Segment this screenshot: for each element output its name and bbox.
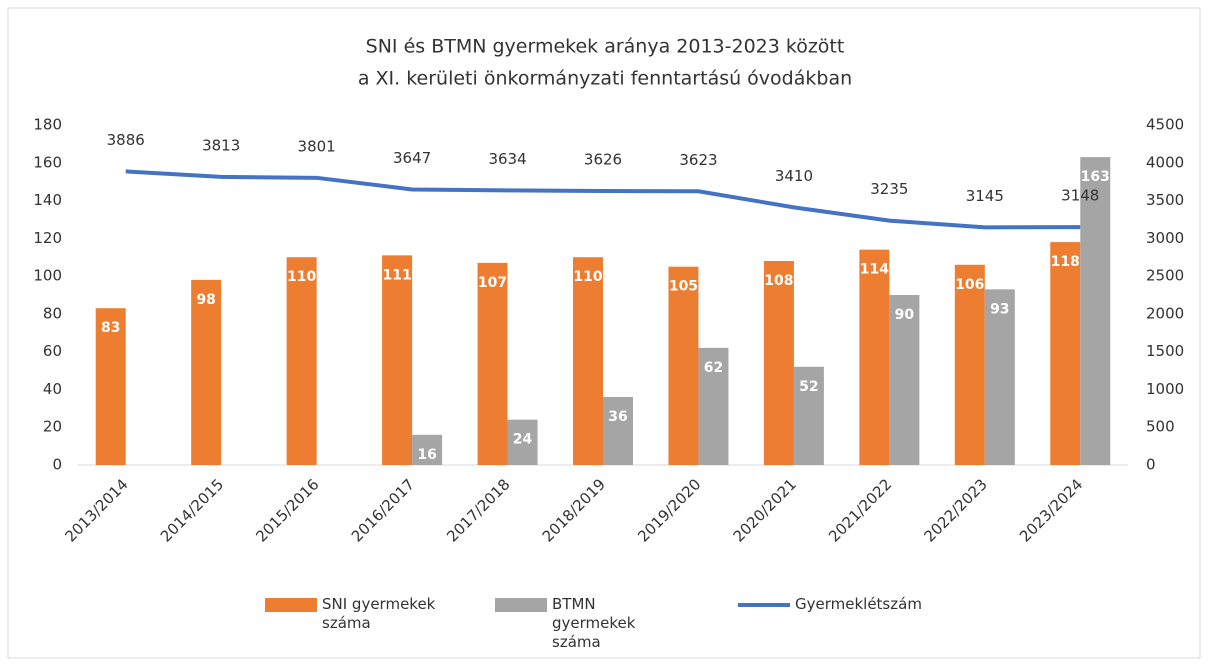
- legend-label: SNI gyermekek száma: [322, 595, 436, 632]
- legend-label: BTMN gyermekek száma: [552, 595, 636, 651]
- y2-tick-label: 500: [1146, 418, 1175, 436]
- line-label: 3145: [966, 187, 1004, 205]
- bar: [984, 289, 1015, 465]
- bar: [698, 347, 729, 465]
- bar-label: 24: [513, 432, 533, 448]
- line-label: 3813: [202, 136, 240, 154]
- y-tick-label: 120: [33, 229, 62, 247]
- bar-label: 36: [608, 409, 627, 425]
- bar-label: 114: [860, 262, 889, 278]
- line-label: 3410: [775, 167, 813, 185]
- bar: [889, 295, 920, 465]
- bar-label: 106: [955, 277, 984, 293]
- y-tick-label: 100: [33, 267, 62, 285]
- y-tick-label: 80: [43, 304, 62, 322]
- line: [125, 169, 1081, 230]
- line-label: 3801: [298, 137, 336, 155]
- bar-label: 108: [764, 273, 793, 289]
- bar: [603, 397, 633, 465]
- bar-label: 62: [704, 360, 723, 376]
- line-label: 3634: [488, 150, 526, 168]
- y2-tick-label: 2000: [1146, 304, 1184, 322]
- y2-tick-label: 1000: [1146, 380, 1184, 398]
- line-label: 3626: [584, 151, 622, 169]
- line-label: 3886: [107, 131, 145, 149]
- bar-label: 16: [417, 447, 436, 463]
- y2-tick-label: 3000: [1146, 229, 1184, 247]
- line-label: 3623: [679, 151, 717, 169]
- bar-label: 110: [573, 269, 602, 285]
- bar: [412, 434, 443, 465]
- y2-tick-label: 0: [1146, 456, 1156, 474]
- bar: [191, 279, 222, 465]
- bar-label: 52: [799, 379, 818, 395]
- legend-label: Gyermeklétszám: [795, 595, 922, 613]
- y-tick-label: 60: [43, 342, 62, 360]
- y-tick-label: 0: [52, 456, 62, 474]
- line-label: 3148: [1061, 187, 1099, 205]
- bar-label: 107: [478, 275, 507, 291]
- y-tick-label: 40: [43, 380, 62, 398]
- y-tick-label: 20: [43, 418, 62, 436]
- bar: [382, 255, 413, 465]
- chart-border: [7, 7, 1201, 659]
- y2-tick-label: 1500: [1146, 342, 1184, 360]
- bar: [95, 308, 126, 465]
- bar-label: 93: [990, 301, 1009, 317]
- chart-subtitle: a XI. kerületi önkormányzati fenntartású…: [358, 68, 852, 90]
- bar-label: 90: [895, 307, 915, 323]
- bar: [573, 257, 603, 465]
- y-tick-label: 140: [33, 191, 62, 209]
- chart-title: SNI és BTMN gyermekek aránya 2013-2023 k…: [366, 36, 845, 58]
- bar: [793, 366, 824, 465]
- y-tick-label: 160: [33, 153, 62, 171]
- legend-swatch: [495, 598, 547, 612]
- bar: [859, 249, 890, 465]
- bar-label: 163: [1081, 169, 1110, 185]
- bar: [1080, 157, 1111, 465]
- bar: [954, 264, 985, 465]
- line-label: 3235: [870, 180, 908, 198]
- y-tick-label: 180: [33, 116, 62, 134]
- bar-label: 118: [1051, 254, 1080, 270]
- y2-tick-label: 2500: [1146, 267, 1184, 285]
- bar-label: 98: [196, 292, 215, 308]
- bar: [763, 261, 794, 465]
- bar: [668, 266, 699, 465]
- y2-tick-label: 3500: [1146, 191, 1184, 209]
- y2-tick-label: 4000: [1146, 153, 1184, 171]
- bar-label: 83: [101, 320, 120, 336]
- y2-tick-label: 4500: [1146, 116, 1184, 134]
- bar-label: 111: [382, 267, 411, 283]
- bar-label: 110: [287, 269, 316, 285]
- bar: [1050, 242, 1081, 465]
- line-label: 3647: [393, 149, 431, 167]
- legend-swatch: [265, 598, 317, 612]
- bar: [507, 419, 538, 465]
- bar: [477, 262, 508, 465]
- bar-label: 105: [669, 279, 698, 295]
- bar: [286, 257, 317, 465]
